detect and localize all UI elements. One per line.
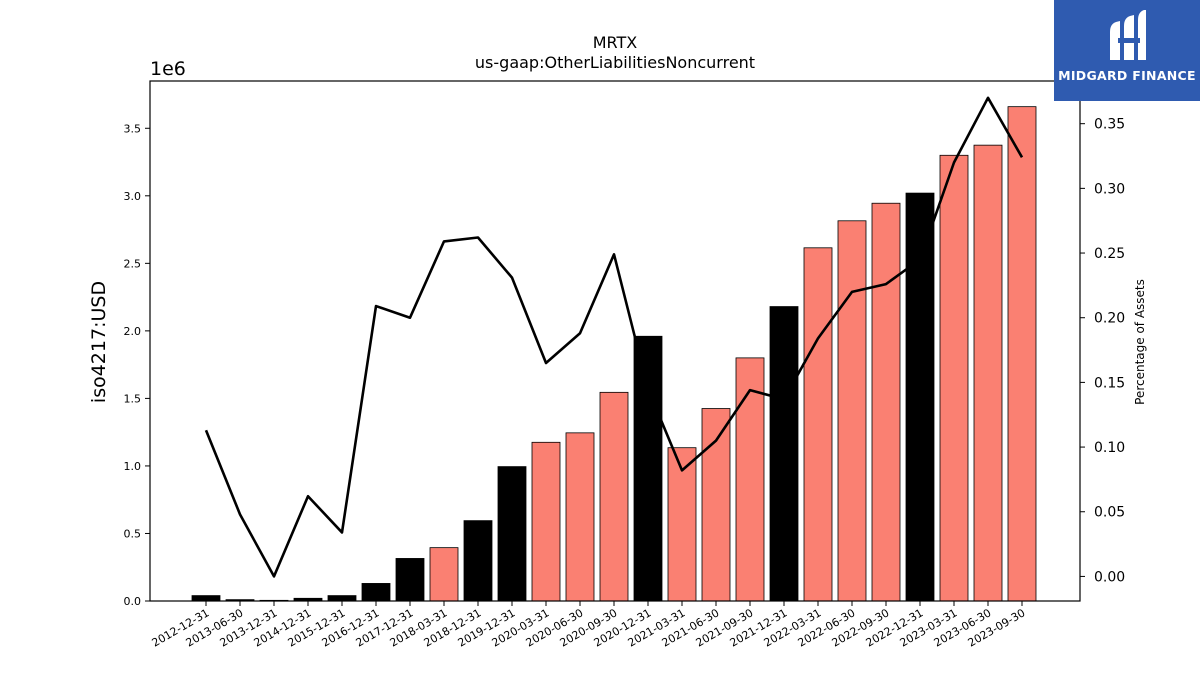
y-tick-label: 3.5: [124, 122, 142, 135]
bar-2023-03-31: [939, 154, 969, 602]
bar-2018-12-31: [463, 520, 493, 602]
y2-tick-label: 0.10: [1094, 440, 1125, 456]
bar-2017-12-31: [395, 558, 425, 602]
bar-2015-12-31: [327, 595, 357, 602]
y2-tick-label: 0.30: [1094, 181, 1125, 197]
y-tick-label: 2.0: [124, 325, 142, 338]
bar-2019-12-31: [497, 466, 527, 602]
brand-logo: MIDGARD FINANCE: [1054, 0, 1200, 101]
bar-2023-09-30: [1007, 106, 1037, 602]
y-tick-label: 0.5: [124, 527, 142, 540]
bar-2022-12-31: [905, 192, 935, 602]
bar-2022-09-30: [871, 202, 901, 602]
y-tick-label: 1.5: [124, 392, 142, 405]
y2-tick-label: 0.15: [1094, 375, 1125, 391]
bar-2020-06-30: [565, 432, 595, 602]
y2-tick-label: 0.20: [1094, 311, 1125, 327]
bar-2022-03-31: [803, 247, 833, 602]
bar-2021-06-30: [701, 408, 731, 602]
bar-2021-12-31: [769, 306, 799, 602]
bar-2022-06-30: [837, 220, 867, 602]
y-multiplier-label: 1e6: [150, 58, 186, 80]
bar-2021-09-30: [735, 357, 765, 602]
y2-axis-label: Percentage of Assets: [1133, 279, 1147, 405]
y-tick-label: 2.5: [124, 257, 142, 270]
bar-2016-12-31: [361, 583, 391, 602]
bar-2023-06-30: [973, 144, 1003, 602]
bars-layer: [191, 106, 1037, 602]
chart-subtitle: us-gaap:OtherLiabilitiesNoncurrent: [475, 53, 755, 72]
y2-tick-label: 0.35: [1094, 117, 1125, 133]
bar-2021-03-31: [667, 447, 697, 602]
bar-2018-03-31: [429, 547, 459, 602]
y2-tick-label: 0.00: [1094, 569, 1125, 585]
bar-2012-12-31: [191, 595, 221, 602]
bar-2020-12-31: [633, 335, 663, 602]
bar-2020-03-31: [531, 441, 561, 602]
bar-2020-09-30: [599, 391, 629, 602]
brand-name: MIDGARD FINANCE: [1058, 68, 1196, 83]
y2-tick-label: 0.05: [1094, 505, 1125, 521]
brand-mark-icon: [1110, 10, 1146, 60]
y-tick-label: 3.0: [124, 190, 142, 203]
y-axis-label: iso4217:USD: [88, 281, 110, 403]
y-tick-label: 1.0: [124, 460, 142, 473]
y-tick-label: 0.0: [124, 595, 142, 608]
line-layer: [204, 96, 1024, 578]
plot-frame: [149, 80, 1081, 602]
chart-title: MRTX: [593, 33, 638, 52]
y2-tick-label: 0.25: [1094, 246, 1125, 262]
